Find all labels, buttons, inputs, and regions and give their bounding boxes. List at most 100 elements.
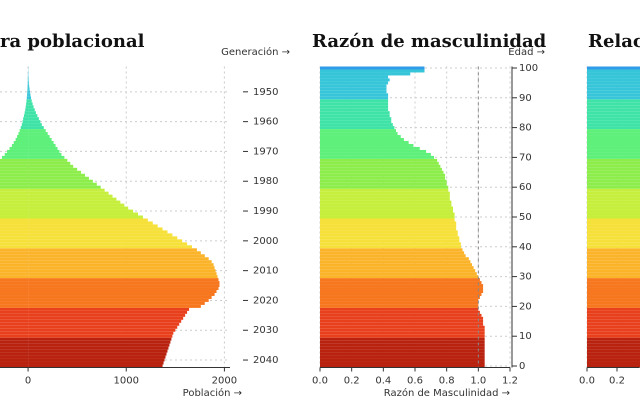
bar bbox=[0, 179, 29, 183]
bar bbox=[587, 72, 640, 76]
bar bbox=[587, 206, 640, 210]
bar bbox=[28, 230, 168, 234]
bar bbox=[320, 81, 389, 85]
bar bbox=[587, 102, 640, 106]
bar bbox=[587, 224, 640, 228]
bar bbox=[0, 337, 29, 341]
bar bbox=[28, 319, 182, 323]
bar bbox=[28, 126, 44, 130]
bar bbox=[0, 212, 29, 216]
bar bbox=[587, 135, 640, 139]
bar bbox=[0, 203, 29, 207]
bar bbox=[587, 182, 640, 186]
bar bbox=[320, 254, 466, 258]
bar bbox=[27, 87, 29, 91]
bar bbox=[0, 161, 29, 165]
bar bbox=[587, 316, 640, 320]
bar bbox=[587, 343, 640, 347]
bar bbox=[28, 233, 173, 237]
bar bbox=[22, 120, 29, 124]
bar bbox=[0, 242, 29, 246]
bar bbox=[320, 138, 404, 142]
bar bbox=[320, 340, 485, 344]
y-tick-label: 2000 bbox=[253, 236, 278, 247]
bar bbox=[28, 355, 166, 359]
bar bbox=[587, 295, 640, 299]
y-axis-label: Generación → bbox=[221, 46, 290, 58]
bar bbox=[0, 278, 29, 282]
bar bbox=[0, 197, 29, 201]
bar bbox=[320, 72, 411, 76]
y-tick-label: 2040 bbox=[253, 355, 278, 366]
bar bbox=[320, 102, 389, 106]
bar bbox=[320, 129, 396, 133]
bar bbox=[587, 123, 640, 127]
bar bbox=[0, 191, 29, 195]
bar bbox=[0, 245, 29, 249]
bar bbox=[320, 179, 447, 183]
bar bbox=[28, 167, 78, 171]
bar bbox=[320, 343, 485, 347]
bar bbox=[0, 275, 29, 279]
bar bbox=[587, 254, 640, 258]
bar bbox=[0, 301, 29, 305]
bar bbox=[587, 272, 640, 276]
bar bbox=[587, 170, 640, 174]
y-tick-label: 2010 bbox=[253, 266, 278, 277]
bar bbox=[320, 188, 449, 192]
bar bbox=[320, 132, 398, 136]
bar bbox=[28, 155, 65, 159]
bar bbox=[28, 337, 172, 341]
bar bbox=[320, 158, 438, 162]
bar bbox=[587, 200, 640, 204]
x-tick-label: 0.0 bbox=[312, 376, 328, 387]
bar bbox=[320, 242, 461, 246]
y-tick-label: 30 bbox=[519, 272, 532, 283]
bar bbox=[320, 239, 460, 243]
bar bbox=[587, 301, 640, 305]
bar bbox=[0, 313, 29, 317]
bar bbox=[0, 176, 29, 180]
bar bbox=[28, 197, 117, 201]
bar bbox=[320, 355, 485, 359]
bar bbox=[0, 188, 29, 192]
bar bbox=[587, 319, 640, 323]
bar bbox=[320, 161, 439, 165]
bar bbox=[28, 209, 134, 213]
y-tick-label: 20 bbox=[519, 301, 532, 312]
bar bbox=[15, 138, 29, 142]
bar bbox=[320, 218, 455, 222]
bar bbox=[28, 212, 139, 216]
bar bbox=[0, 233, 29, 237]
bar bbox=[9, 146, 29, 150]
bar bbox=[587, 87, 640, 91]
bar bbox=[23, 114, 29, 118]
bar bbox=[28, 325, 178, 329]
bar bbox=[28, 188, 105, 192]
bar bbox=[28, 236, 178, 240]
bar bbox=[17, 135, 29, 139]
bar bbox=[587, 167, 640, 171]
bar bbox=[587, 298, 640, 302]
bar bbox=[28, 227, 163, 231]
bar bbox=[4, 152, 29, 156]
bar bbox=[587, 111, 640, 115]
bar bbox=[587, 245, 640, 249]
bar bbox=[587, 138, 640, 142]
bar bbox=[28, 170, 82, 174]
bar bbox=[0, 170, 29, 174]
bar bbox=[320, 176, 446, 180]
bar bbox=[320, 266, 474, 270]
bar bbox=[320, 221, 457, 225]
bar bbox=[320, 295, 480, 299]
bar bbox=[320, 194, 450, 198]
y-tick-label: 10 bbox=[519, 331, 532, 342]
bar bbox=[28, 292, 215, 296]
bar bbox=[28, 269, 216, 273]
bar bbox=[587, 248, 640, 252]
bar bbox=[587, 290, 640, 293]
bar bbox=[24, 111, 29, 115]
bar bbox=[587, 275, 640, 279]
bar bbox=[0, 307, 29, 311]
bar bbox=[320, 99, 389, 103]
